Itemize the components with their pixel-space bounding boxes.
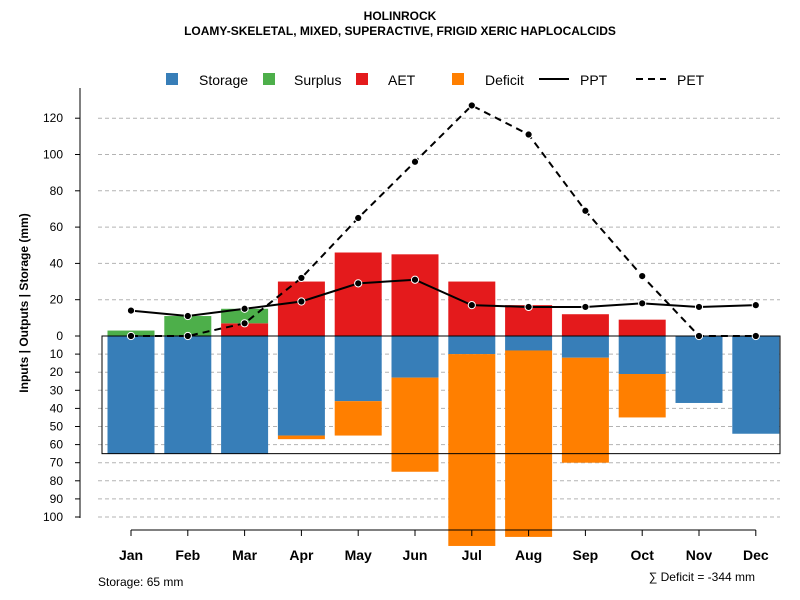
pet-point	[240, 319, 249, 328]
y-tick-label: 90	[50, 492, 64, 506]
x-tick-label: Apr	[289, 547, 314, 563]
x-tick-label: Dec	[743, 547, 769, 563]
storage-bar	[732, 336, 780, 434]
surplus-bar	[164, 316, 212, 336]
legend-swatch-aet	[356, 73, 368, 85]
surplus-bar	[221, 308, 269, 324]
y-tick-label: 60	[50, 438, 64, 452]
pet-point	[410, 157, 420, 166]
deficit-bar	[505, 350, 553, 537]
x-tick-label: Jun	[403, 547, 428, 563]
ppt-point	[240, 304, 249, 313]
deficit-bar	[391, 377, 439, 472]
y-tick-label: 20	[50, 365, 64, 379]
deficit-bar	[334, 401, 382, 436]
storage-bar	[505, 336, 553, 351]
pet-point	[297, 273, 306, 283]
legend-swatch-surplus	[263, 73, 275, 85]
deficit-bar	[448, 354, 496, 546]
storage-bar	[334, 336, 382, 402]
pet-point	[638, 272, 647, 281]
deficit-bar	[618, 374, 666, 418]
legend-label: PET	[677, 72, 705, 88]
aet-bar	[561, 314, 609, 336]
legend-swatch-deficit	[452, 73, 464, 85]
storage-bar	[618, 336, 666, 375]
y-tick-label: 50	[50, 420, 64, 434]
ppt-point	[581, 302, 590, 312]
pet-point	[467, 101, 476, 110]
ppt-point	[467, 301, 476, 310]
ppt-point	[410, 275, 420, 284]
pet-point	[751, 331, 760, 341]
y-tick-label: 20	[50, 293, 64, 307]
pet-point	[183, 331, 192, 341]
aet-bar	[391, 254, 439, 336]
ppt-point	[638, 299, 647, 308]
deficit-bar	[561, 357, 609, 463]
x-tick-label: May	[345, 547, 372, 563]
ppt-point	[751, 301, 760, 310]
pet-point	[354, 213, 363, 223]
x-tick-label: Sep	[573, 547, 599, 563]
deficit-bar	[277, 435, 325, 440]
ppt-point	[524, 302, 533, 312]
deficit-footnote: ∑ Deficit = -344 mm	[648, 570, 755, 584]
storage-bar	[675, 336, 723, 403]
y-tick-label: 80	[50, 184, 64, 198]
legend-swatch-storage	[166, 73, 178, 85]
ppt-point	[354, 279, 363, 288]
storage-bar	[164, 336, 212, 454]
aet-bar	[334, 252, 382, 336]
x-tick-label: Jan	[119, 547, 143, 563]
legend-label: AET	[388, 72, 416, 88]
storage-footnote: Storage: 65 mm	[98, 575, 184, 589]
pet-point	[126, 331, 136, 341]
y-tick-label: 100	[43, 510, 63, 524]
legend-label: Surplus	[294, 72, 341, 88]
x-tick-label: Nov	[686, 547, 713, 563]
y-tick-label: 70	[50, 456, 64, 470]
aet-bar	[277, 281, 325, 336]
x-tick-label: Oct	[631, 547, 655, 563]
y-tick-label: 120	[43, 111, 63, 125]
y-tick-label: 10	[50, 347, 64, 361]
ppt-point	[183, 311, 192, 321]
chart-subtitle: LOAMY-SKELETAL, MIXED, SUPERACTIVE, FRIG…	[184, 24, 616, 38]
legend-label: Storage	[199, 72, 248, 88]
y-tick-label: 80	[50, 474, 64, 488]
y-axis-label: Inputs | Outputs | Storage (mm)	[17, 213, 31, 392]
pet-point	[524, 130, 533, 139]
x-tick-label: Mar	[232, 547, 257, 563]
y-tick-label: 30	[50, 383, 64, 397]
ppt-line	[130, 278, 756, 318]
legend-label: PPT	[580, 72, 608, 88]
storage-bar	[448, 336, 496, 355]
y-tick-label: 60	[50, 220, 64, 234]
x-tick-label: Aug	[515, 547, 542, 563]
legend-label: Deficit	[485, 72, 524, 88]
chart-title: HOLINROCK	[363, 9, 437, 23]
y-tick-label: 0	[56, 329, 63, 343]
y-tick-label: 40	[50, 401, 64, 415]
aet-bar	[618, 319, 666, 336]
y-tick-label: 100	[43, 148, 63, 162]
y-tick-label: 40	[50, 256, 64, 270]
ppt-point	[694, 302, 704, 312]
storage-bar	[561, 336, 609, 358]
x-tick-label: Jul	[462, 547, 482, 563]
ppt-point	[126, 306, 136, 315]
pet-point	[694, 331, 704, 341]
x-tick-label: Feb	[175, 547, 200, 563]
pet-line	[131, 104, 756, 337]
pet-point	[581, 206, 590, 215]
storage-bar	[277, 336, 325, 436]
storage-bar	[107, 336, 155, 454]
ppt-point	[297, 297, 306, 306]
storage-bar	[221, 336, 269, 454]
storage-bar	[391, 336, 439, 378]
